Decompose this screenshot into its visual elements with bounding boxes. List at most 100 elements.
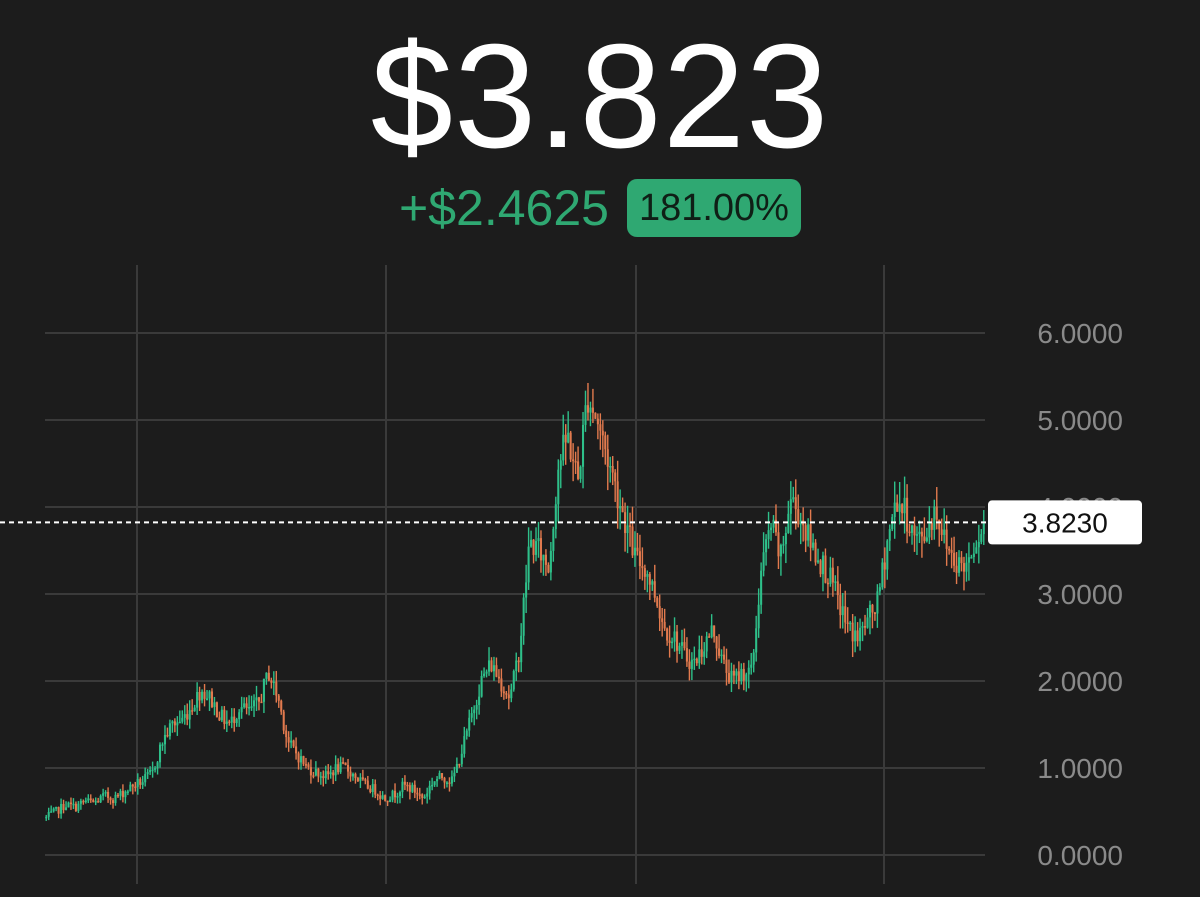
candle-body (539, 538, 543, 561)
candle-body (641, 566, 644, 569)
candle-body (384, 795, 387, 801)
candle-body (205, 698, 209, 700)
candle-body (757, 604, 760, 629)
candle-body (196, 691, 199, 708)
candle-body (307, 764, 310, 768)
candle-body (730, 670, 733, 683)
candle-body (285, 730, 288, 738)
candle-body (769, 527, 773, 531)
candle-body (304, 764, 308, 766)
candle-body (888, 529, 891, 541)
candle-body (512, 671, 515, 690)
candle-body (265, 672, 268, 679)
candle-body (881, 562, 884, 588)
candle-body (193, 707, 196, 711)
candle-body (878, 587, 881, 592)
candle-body (614, 472, 617, 482)
candle-body (708, 636, 711, 638)
candle-body (421, 794, 424, 798)
candle-body (594, 412, 597, 419)
candle-body (591, 407, 594, 413)
candle-body (740, 668, 743, 682)
candle-body (868, 604, 872, 618)
candle-body (557, 469, 560, 505)
candle-body (859, 627, 862, 642)
candle-body (854, 630, 857, 642)
candle-body (302, 756, 305, 765)
candle-body (79, 800, 82, 804)
candle-body (201, 691, 204, 701)
candle-body (463, 736, 466, 754)
candle-body (972, 553, 975, 558)
candle-body (381, 795, 384, 799)
candle-body (836, 581, 839, 596)
candle-body (154, 768, 157, 770)
candle-body (176, 722, 179, 726)
candle-body (856, 630, 859, 642)
candle-body (505, 693, 508, 695)
candle-body (700, 649, 703, 657)
candle-body (450, 776, 453, 784)
candle-body (396, 796, 399, 798)
candle-body (675, 631, 679, 651)
candle-body (928, 522, 931, 538)
candle-body (577, 461, 580, 479)
candle-body (520, 635, 523, 663)
candle-body (344, 762, 347, 765)
candle-body (416, 792, 419, 795)
candle-body (191, 710, 194, 712)
candle-body (270, 680, 273, 683)
candle-body (567, 432, 570, 443)
current-price-marker: 3.8230 (0, 500, 1142, 545)
candle-body (720, 654, 723, 657)
candle-body (579, 466, 582, 479)
candle-body (287, 737, 290, 743)
candle-body (188, 710, 191, 720)
candle-body (515, 660, 518, 672)
candle-body (238, 712, 241, 720)
candle-body (633, 547, 637, 556)
candle-body (408, 785, 411, 792)
candle-body (680, 642, 684, 646)
candle-body (628, 525, 632, 527)
candle-body (490, 660, 493, 672)
candle-body (126, 791, 129, 793)
candle-body (824, 555, 827, 583)
candle-body (403, 781, 406, 785)
candle-body (948, 548, 951, 551)
candle-body (586, 405, 590, 413)
candle-body (685, 648, 688, 662)
candle-body (599, 424, 602, 431)
candle-body (299, 756, 303, 763)
candle-body (710, 625, 713, 638)
candle-body (356, 778, 359, 782)
candle-body (923, 536, 926, 542)
candle-body (223, 709, 226, 724)
candle-body (337, 764, 340, 773)
candle-body (349, 771, 352, 777)
candle-body (339, 762, 342, 773)
candle-body (74, 803, 77, 811)
candle-body (134, 786, 137, 789)
candle-body (121, 790, 124, 798)
candle-body (846, 622, 849, 624)
candle-body (379, 795, 382, 799)
candle-body (342, 762, 345, 764)
candle-body (465, 730, 468, 737)
candle-body (863, 626, 867, 628)
candle-body (925, 537, 928, 542)
candle-body (473, 709, 476, 714)
candle-body (500, 678, 503, 692)
price-display: $3.823 (370, 14, 830, 179)
candle-body (156, 762, 159, 769)
candle-body (559, 460, 562, 470)
candle-body (616, 481, 619, 509)
candle-body (183, 714, 186, 718)
candle-body (55, 807, 58, 809)
candle-body (619, 506, 622, 509)
candle-body (542, 554, 545, 561)
candle-body (470, 713, 473, 718)
candle-body (92, 800, 95, 802)
candle-body (767, 530, 770, 540)
